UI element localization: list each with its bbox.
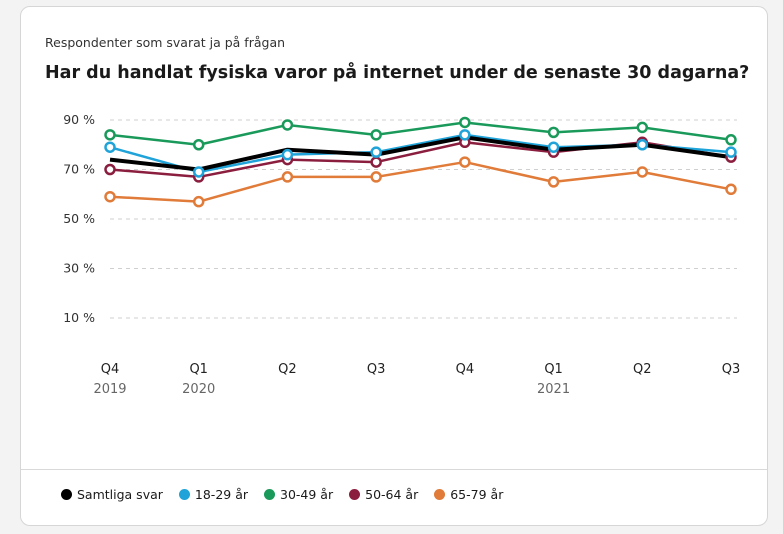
data-point[interactable]: [104, 141, 116, 153]
x-tick-label: Q3: [367, 362, 386, 377]
legend-swatch: [349, 489, 361, 500]
data-point[interactable]: [725, 146, 737, 158]
legend-swatch: [434, 489, 446, 500]
data-point[interactable]: [370, 129, 382, 141]
data-point[interactable]: [547, 141, 560, 153]
legend-label: 50-64 år: [365, 487, 419, 502]
x-tick-label: Q1: [189, 362, 208, 377]
legend-label: 30-49 år: [280, 487, 334, 502]
legend-item[interactable]: 30-49 år: [264, 487, 333, 502]
data-point[interactable]: [725, 134, 737, 146]
legend-item[interactable]: Samtliga svar: [61, 487, 163, 502]
chart-card: Respondenter som svarat ja på frågan Har…: [20, 6, 768, 526]
y-tick-label: 90 %: [63, 112, 95, 127]
data-point[interactable]: [459, 156, 471, 168]
legend-item[interactable]: 65-79 år: [434, 487, 503, 502]
data-point[interactable]: [192, 139, 205, 151]
x-year-label: 2021: [537, 382, 570, 397]
legend-swatch: [264, 489, 276, 500]
data-point[interactable]: [104, 129, 116, 141]
chart-subtitle: Respondenter som svarat ja på frågan: [45, 35, 286, 50]
data-point[interactable]: [547, 176, 560, 188]
data-point[interactable]: [104, 163, 116, 176]
legend-label: 18-29 år: [194, 487, 249, 502]
data-point[interactable]: [370, 171, 382, 183]
legend-item[interactable]: 18-29 år: [178, 487, 249, 502]
x-tick-label: Q2: [633, 362, 652, 377]
data-point[interactable]: [459, 129, 471, 141]
data-point[interactable]: [281, 119, 294, 131]
data-point[interactable]: [459, 116, 471, 129]
legend-label: 65-79 år: [450, 487, 504, 502]
data-point[interactable]: [547, 126, 560, 139]
data-point[interactable]: [725, 183, 737, 196]
chart-legend: Samtliga svar 18-29 år 30-49 år 50-64 år 65-…: [61, 487, 503, 502]
y-tick-label: 30 %: [63, 261, 95, 276]
legend-swatch: [61, 489, 72, 500]
data-point[interactable]: [192, 166, 205, 178]
y-tick-label: 70 %: [63, 162, 95, 177]
data-point[interactable]: [281, 171, 294, 183]
data-point[interactable]: [370, 156, 382, 168]
series-line: [109, 135, 732, 172]
data-point[interactable]: [192, 195, 205, 208]
series-line: [109, 160, 732, 203]
y-tick-label: 50 %: [63, 211, 95, 226]
data-point[interactable]: [370, 146, 382, 158]
x-year-label: 2020: [182, 382, 215, 397]
x-year-label: 2019: [93, 382, 126, 397]
chart-title: Har du handlat fysiska varor på internet…: [45, 63, 750, 83]
legend-swatch: [178, 489, 190, 500]
series-line: [109, 121, 732, 146]
x-tick-label: Q1: [544, 362, 563, 377]
x-tick-label: Q4: [101, 362, 120, 377]
data-point[interactable]: [281, 148, 294, 161]
legend-divider: [21, 469, 767, 470]
data-point[interactable]: [636, 121, 649, 134]
data-point[interactable]: [104, 190, 116, 203]
data-point[interactable]: [636, 166, 649, 178]
x-tick-label: Q4: [456, 362, 475, 377]
y-tick-label: 10 %: [63, 310, 95, 325]
data-point[interactable]: [636, 139, 649, 151]
legend-label: Samtliga svar: [77, 487, 163, 502]
x-tick-label: Q3: [722, 362, 741, 377]
legend-item[interactable]: 50-64 år: [349, 487, 418, 502]
x-tick-label: Q2: [278, 362, 297, 377]
